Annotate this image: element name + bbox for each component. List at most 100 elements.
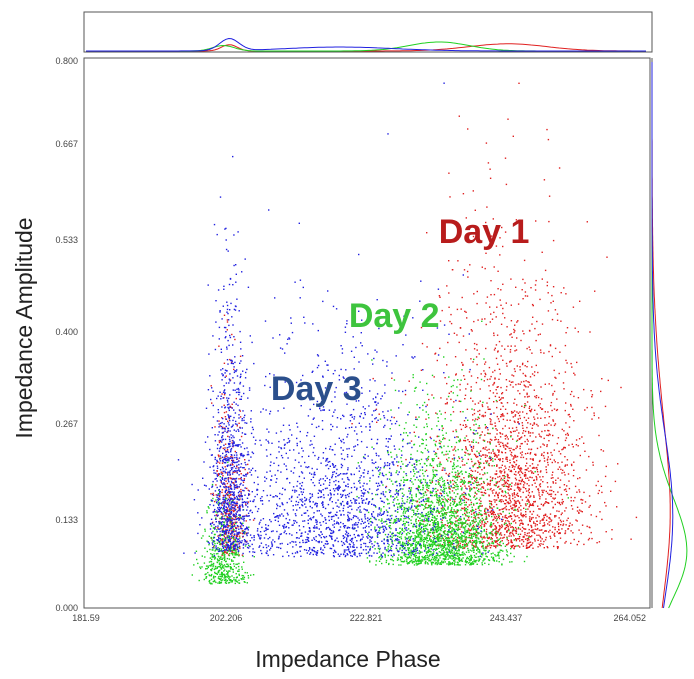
data-point: [508, 542, 510, 544]
data-point: [512, 430, 515, 433]
data-point: [508, 380, 511, 382]
data-point: [447, 474, 449, 476]
data-point: [390, 558, 392, 561]
data-point: [438, 295, 441, 297]
data-point: [478, 549, 481, 551]
data-point: [459, 564, 461, 566]
data-point: [482, 401, 484, 404]
data-point: [586, 525, 588, 528]
data-point: [466, 561, 468, 563]
data-point: [448, 491, 451, 493]
data-point: [467, 493, 470, 495]
data-point: [504, 516, 506, 519]
data-point: [485, 426, 487, 428]
data-point: [496, 540, 498, 542]
data-point: [505, 491, 507, 494]
data-point: [461, 531, 463, 533]
data-point: [482, 554, 484, 556]
data-point: [550, 302, 552, 304]
data-point: [402, 512, 404, 514]
data-point: [539, 485, 542, 488]
data-point: [521, 514, 523, 517]
data-point: [223, 550, 226, 552]
data-point: [481, 564, 484, 566]
data-point: [488, 457, 490, 459]
data-point: [497, 539, 499, 541]
data-point: [227, 572, 229, 574]
data-point: [548, 220, 550, 223]
data-point: [460, 504, 462, 506]
data-point: [506, 482, 509, 485]
data-point: [532, 504, 535, 507]
data-point: [418, 550, 421, 552]
data-point: [510, 539, 512, 541]
data-point: [477, 547, 479, 549]
data-point: [496, 306, 498, 308]
data-point: [456, 394, 459, 397]
data-point: [537, 396, 540, 399]
data-point: [567, 414, 570, 416]
data-point: [423, 544, 425, 546]
data-point: [517, 412, 520, 414]
data-point: [470, 556, 472, 558]
data-point: [378, 551, 381, 553]
data-point: [511, 374, 513, 376]
data-point: [416, 418, 418, 421]
data-point: [226, 516, 229, 518]
data-point: [514, 508, 516, 511]
data-point: [398, 536, 401, 538]
data-point: [440, 551, 442, 554]
data-point: [433, 458, 435, 460]
data-point: [471, 506, 473, 509]
data-point: [535, 467, 537, 469]
data-point: [426, 554, 429, 556]
data-point: [478, 425, 480, 427]
data-point: [440, 493, 442, 495]
data-point: [547, 523, 549, 525]
data-point: [445, 558, 447, 561]
data-point: [441, 526, 444, 528]
data-point: [527, 467, 529, 469]
data-point: [506, 365, 508, 367]
data-point: [239, 532, 242, 534]
data-point: [548, 416, 551, 418]
data-point: [590, 514, 592, 516]
data-point: [422, 557, 424, 559]
data-point: [413, 424, 415, 426]
data-point: [547, 461, 549, 464]
data-point: [554, 526, 556, 529]
data-point: [502, 542, 504, 545]
data-point: [473, 496, 475, 498]
data-point: [470, 458, 473, 460]
data-point: [585, 469, 588, 471]
data-point: [506, 442, 509, 445]
data-point: [468, 504, 471, 506]
data-point: [440, 463, 442, 466]
data-point: [435, 495, 438, 497]
data-point: [556, 408, 559, 411]
data-point: [440, 563, 442, 565]
data-point: [450, 398, 452, 401]
data-point: [556, 541, 558, 543]
data-point: [385, 509, 388, 511]
data-point: [475, 478, 477, 480]
data-point: [237, 552, 240, 554]
data-point: [469, 539, 471, 542]
data-point: [235, 534, 238, 536]
data-point: [591, 396, 593, 398]
data-point: [231, 361, 233, 363]
data-point: [231, 333, 233, 336]
data-point: [425, 469, 428, 472]
data-point: [574, 374, 576, 376]
data-point: [242, 530, 244, 533]
data-point: [524, 435, 526, 437]
data-point: [385, 473, 387, 476]
data-point: [367, 533, 369, 535]
data-point: [472, 503, 475, 505]
data-point: [543, 547, 545, 549]
data-point: [415, 506, 417, 508]
data-point: [448, 484, 450, 486]
data-point: [505, 302, 507, 304]
data-point: [223, 314, 226, 316]
